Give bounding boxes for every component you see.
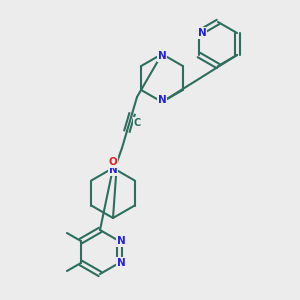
Text: N: N	[109, 165, 117, 175]
Text: O: O	[109, 157, 117, 167]
Text: N: N	[117, 258, 125, 268]
Text: N: N	[198, 28, 206, 38]
Text: N: N	[117, 236, 125, 246]
Text: N: N	[158, 95, 166, 105]
Text: C: C	[134, 118, 141, 128]
Text: N: N	[158, 51, 166, 61]
